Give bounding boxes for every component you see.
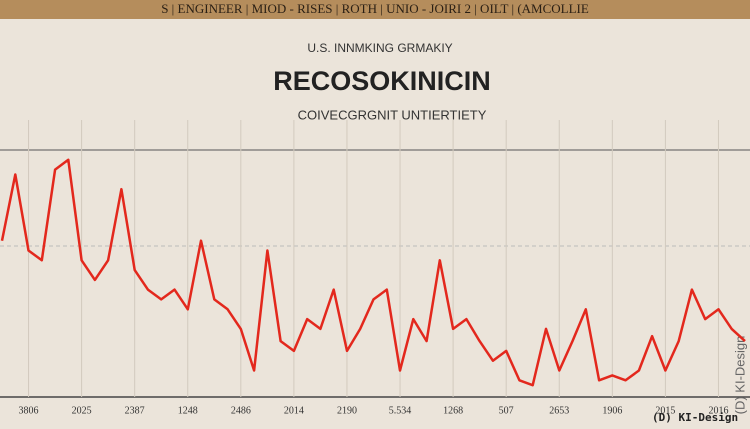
- x-tick-label: 5.534: [389, 405, 412, 416]
- x-tick-label: 2016: [708, 405, 728, 416]
- watermark-vertical: (D) KI-Design: [732, 336, 747, 415]
- data-line: [0, 158, 746, 387]
- chart-title: RECOSOKINICIN: [273, 66, 491, 96]
- x-tick-label: 2025: [72, 405, 92, 416]
- x-tick-label: 507: [499, 405, 514, 416]
- x-tick-label: 1268: [443, 405, 463, 416]
- x-tick-label: 2190: [337, 405, 357, 416]
- banner-bar: [0, 0, 750, 19]
- x-tick-label: 1906: [602, 405, 622, 416]
- watermark: (D) KI-Design: [652, 411, 738, 424]
- supertitle: U.S. INNMKING GRMAKIY: [307, 41, 452, 55]
- subtitle: COIVECGRGNIT UNTIERTIETY: [298, 107, 487, 122]
- banner-text: S | ENGINEER | MIOD - RISES | ROTH | UNI…: [161, 1, 589, 16]
- x-tick-label: 1248: [178, 405, 198, 416]
- x-tick-label: 2014: [284, 405, 304, 416]
- x-tick-label: 2653: [549, 405, 569, 416]
- x-tick-label: 2015: [655, 405, 675, 416]
- x-tick-label: 2486: [231, 405, 251, 416]
- x-tick-label: 2387: [125, 405, 145, 416]
- x-tick-label: 3806: [19, 405, 39, 416]
